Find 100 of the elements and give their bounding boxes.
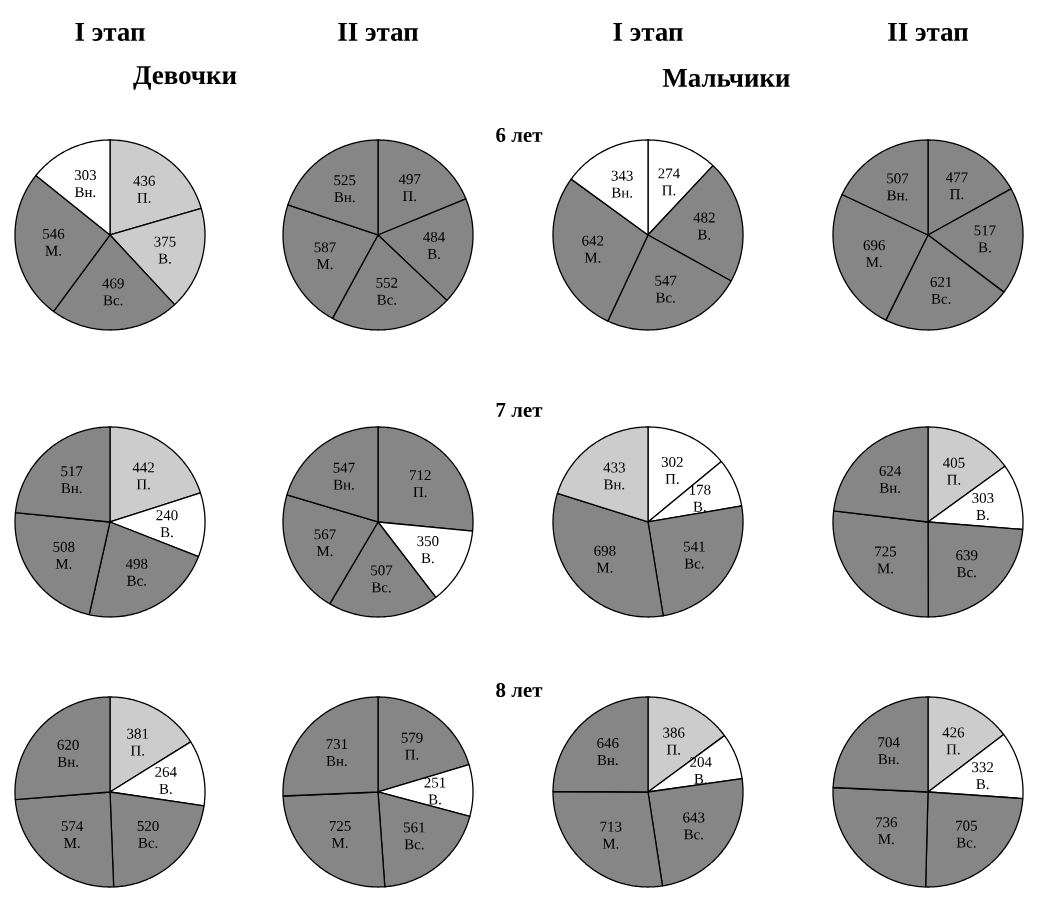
data-label: 547: [333, 462, 355, 473]
data-label: 497: [398, 174, 421, 185]
data-label: 517: [61, 466, 83, 477]
data-label: 508: [53, 541, 75, 552]
slice-label: Вс.: [377, 294, 397, 305]
slice-label: Вс.: [957, 567, 976, 578]
data-label: 639: [956, 550, 978, 561]
slice-label: Вс.: [655, 292, 675, 303]
data-label: 621: [930, 276, 952, 287]
slice-label: М.: [55, 558, 72, 569]
slice-label: П.: [137, 192, 151, 203]
data-label: 240: [156, 510, 178, 521]
data-label: 546: [43, 228, 65, 239]
data-label: 552: [376, 277, 398, 288]
data-label: 469: [102, 278, 124, 289]
slice-label: В.: [159, 783, 172, 794]
data-label: 704: [878, 737, 900, 748]
slice-label: М.: [316, 546, 333, 557]
data-label: 375: [154, 236, 176, 247]
slice-label: М.: [45, 245, 62, 256]
slice-label: П.: [950, 189, 964, 200]
data-label: 642: [582, 235, 604, 246]
data-label: 381: [127, 728, 149, 739]
data-label: 525: [334, 175, 356, 186]
slice-label: В.: [976, 510, 989, 521]
data-label: 579: [401, 732, 423, 743]
data-label: 482: [693, 212, 715, 223]
slice-label: П.: [665, 473, 679, 484]
data-label: 541: [684, 541, 705, 552]
data-label: 251: [424, 777, 446, 788]
data-label: 646: [597, 738, 619, 749]
slice-label: Вн.: [57, 756, 78, 767]
data-label: 507: [887, 173, 909, 184]
data-label: 587: [314, 242, 336, 253]
data-label: 696: [863, 240, 885, 251]
data-label: 713: [600, 821, 622, 832]
data-label: 725: [329, 821, 351, 832]
slice-label: Вн.: [326, 756, 347, 767]
slice-label: П.: [136, 479, 150, 490]
slice-label: Вс.: [127, 575, 146, 586]
slice-label: Вс.: [138, 837, 158, 848]
slice-label: Вс.: [404, 839, 424, 850]
data-label: 477: [946, 172, 968, 183]
slice-label: Вн.: [603, 479, 625, 490]
slice-label: М.: [878, 834, 894, 845]
slice-label: М.: [602, 838, 619, 849]
data-label: 574: [61, 821, 84, 832]
slice-label: П.: [402, 191, 417, 202]
data-label: 484: [423, 231, 446, 242]
data-label: 178: [689, 484, 711, 495]
chart-title: I этап: [613, 23, 683, 41]
text: 8 лет: [496, 682, 543, 698]
data-label: 712: [410, 470, 431, 481]
slice-label: Вс.: [684, 829, 703, 840]
chart-title: I этап: [75, 23, 145, 41]
text: 6 лет: [496, 127, 543, 143]
data-label: 442: [132, 462, 154, 473]
data-label: 517: [974, 225, 996, 236]
slice-label: В.: [694, 773, 707, 784]
chart-subtitle: Мальчики: [662, 69, 790, 87]
slice-label: М.: [877, 563, 893, 574]
text: 7 лет: [496, 403, 543, 417]
slice-label: М.: [866, 257, 882, 268]
slice-label: Вн.: [74, 187, 96, 198]
slice-label: П.: [130, 745, 144, 756]
slice-label: В.: [158, 253, 171, 264]
slice-label: В.: [978, 242, 991, 253]
slice-label: В.: [427, 249, 440, 259]
data-label: 507: [371, 565, 393, 576]
slice-label: Вн.: [61, 483, 82, 494]
slice-label: М.: [596, 562, 613, 573]
slice-label: В.: [160, 527, 173, 538]
data-label: 436: [133, 175, 155, 186]
chart-title: II этап: [338, 23, 419, 41]
data-label: 620: [57, 739, 79, 750]
data-label: 264: [155, 766, 177, 777]
slice-label: В.: [976, 779, 989, 790]
data-label: 405: [943, 457, 965, 468]
slice-label: Вн.: [597, 755, 618, 766]
data-label: 302: [661, 456, 683, 467]
slice-label: М.: [64, 838, 80, 849]
slice-label: П.: [405, 749, 419, 760]
data-label: 498: [125, 558, 148, 569]
slice-label: Вс.: [956, 837, 976, 848]
slice-label: М.: [316, 259, 333, 270]
slice-label: П.: [662, 185, 676, 196]
data-label: 433: [603, 462, 625, 473]
data-label: 332: [972, 762, 994, 773]
data-label: 303: [74, 170, 96, 181]
slice-label: В.: [693, 501, 706, 512]
slice-label: М.: [584, 252, 601, 263]
data-label: 343: [611, 170, 633, 181]
data-label: 643: [683, 812, 705, 823]
data-label: 624: [879, 465, 902, 476]
data-label: 698: [594, 545, 616, 556]
data-label: 303: [972, 493, 994, 504]
slice-label: Вс.: [931, 293, 951, 304]
data-label: 731: [326, 739, 348, 750]
slice-label: Вс.: [684, 558, 704, 569]
data-label: 350: [417, 536, 439, 547]
